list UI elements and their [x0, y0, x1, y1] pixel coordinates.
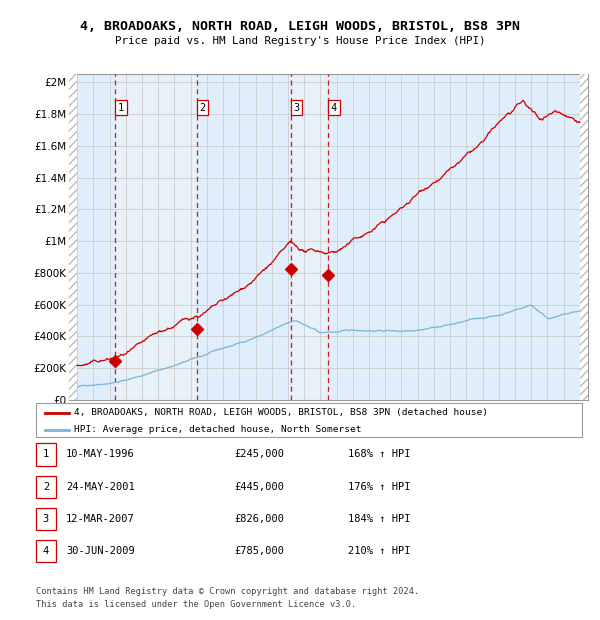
Text: 2: 2: [43, 482, 49, 492]
Text: £826,000: £826,000: [234, 514, 284, 524]
Bar: [197, 74, 291, 400]
Text: 4: 4: [43, 546, 49, 556]
Text: Price paid vs. HM Land Registry's House Price Index (HPI): Price paid vs. HM Land Registry's House …: [115, 36, 485, 46]
Text: 4, BROADOAKS, NORTH ROAD, LEIGH WOODS, BRISTOL, BS8 3PN (detached house): 4, BROADOAKS, NORTH ROAD, LEIGH WOODS, B…: [74, 408, 488, 417]
Text: 12-MAR-2007: 12-MAR-2007: [66, 514, 135, 524]
Text: 3: 3: [43, 514, 49, 524]
Bar: [580, 66, 588, 400]
Text: £445,000: £445,000: [234, 482, 284, 492]
Bar: [69, 74, 115, 400]
Text: This data is licensed under the Open Government Licence v3.0.: This data is licensed under the Open Gov…: [36, 600, 356, 609]
Text: 1: 1: [43, 450, 49, 459]
Text: 10-MAY-1996: 10-MAY-1996: [66, 450, 135, 459]
Bar: [328, 74, 588, 400]
Text: 4, BROADOAKS, NORTH ROAD, LEIGH WOODS, BRISTOL, BS8 3PN: 4, BROADOAKS, NORTH ROAD, LEIGH WOODS, B…: [80, 20, 520, 33]
Text: 30-JUN-2009: 30-JUN-2009: [66, 546, 135, 556]
Text: HPI: Average price, detached house, North Somerset: HPI: Average price, detached house, Nort…: [74, 425, 361, 434]
Text: 4: 4: [331, 103, 337, 113]
Text: 176% ↑ HPI: 176% ↑ HPI: [348, 482, 410, 492]
Text: 184% ↑ HPI: 184% ↑ HPI: [348, 514, 410, 524]
Text: 210% ↑ HPI: 210% ↑ HPI: [348, 546, 410, 556]
Text: 2: 2: [199, 103, 206, 113]
Text: £785,000: £785,000: [234, 546, 284, 556]
Text: Contains HM Land Registry data © Crown copyright and database right 2024.: Contains HM Land Registry data © Crown c…: [36, 587, 419, 596]
Text: 3: 3: [293, 103, 300, 113]
Text: 1: 1: [118, 103, 124, 113]
Text: 24-MAY-2001: 24-MAY-2001: [66, 482, 135, 492]
Bar: [69, 66, 77, 400]
Text: 168% ↑ HPI: 168% ↑ HPI: [348, 450, 410, 459]
Text: £245,000: £245,000: [234, 450, 284, 459]
